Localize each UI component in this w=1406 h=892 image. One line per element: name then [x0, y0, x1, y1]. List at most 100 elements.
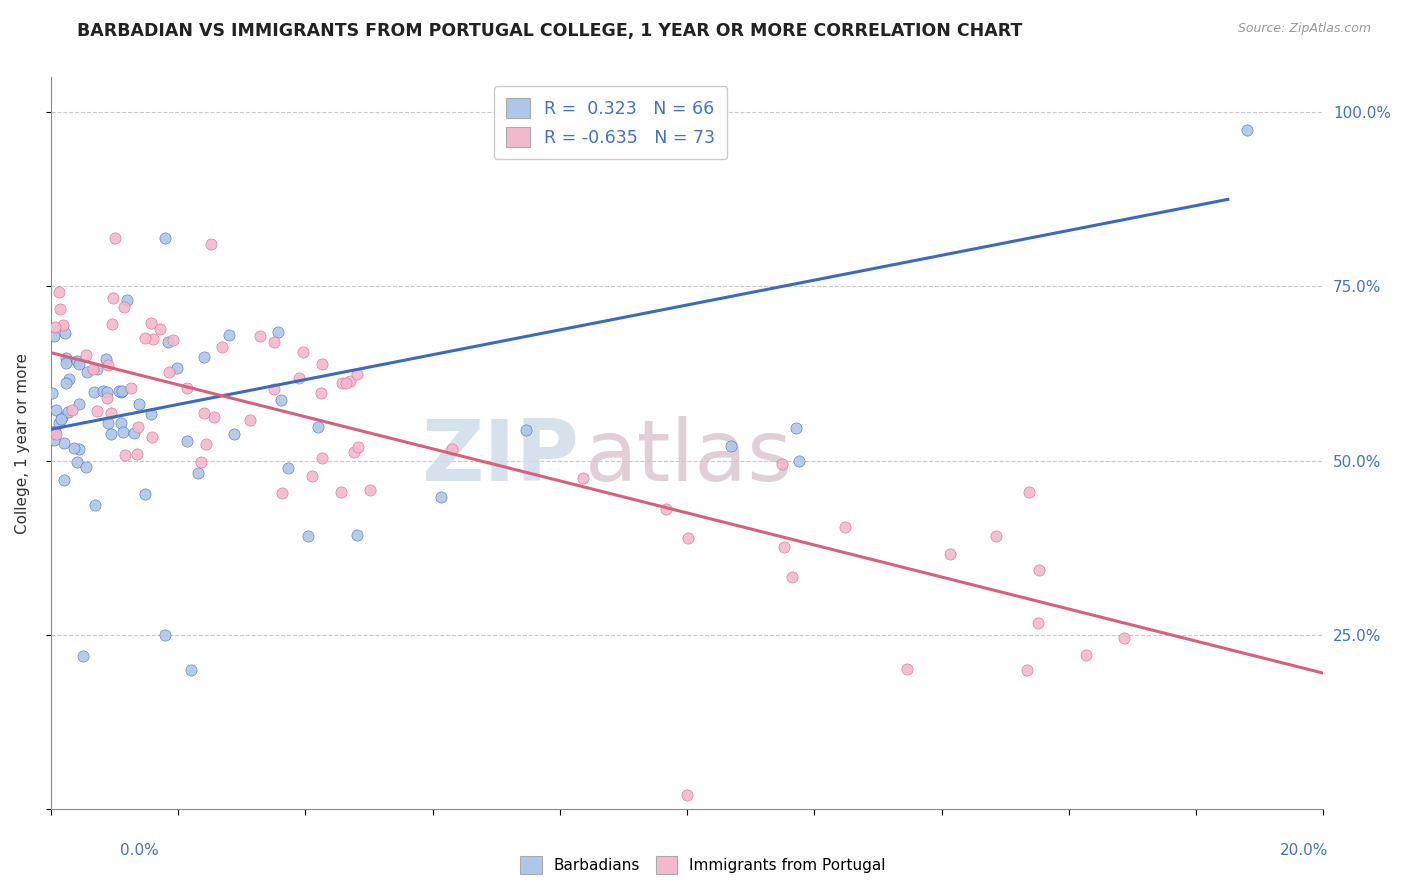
- Point: [110, 384, 132, 399]
- Point: [52, 318, 75, 332]
- Point: [97, 417, 120, 431]
- Point: [48, 416, 70, 430]
- Point: [309, 386, 332, 401]
- Point: [72, 648, 94, 663]
- Point: [218, 328, 240, 343]
- Point: [44, 433, 66, 447]
- Point: [654, 501, 676, 516]
- Point: [311, 451, 333, 466]
- Point: [142, 332, 165, 346]
- Point: [330, 376, 353, 390]
- Point: [91, 384, 114, 398]
- Point: [97, 359, 120, 373]
- Point: [301, 468, 323, 483]
- Point: [346, 367, 368, 381]
- Point: [202, 410, 225, 425]
- Point: [100, 406, 122, 420]
- Point: [787, 454, 810, 468]
- Point: [60, 402, 83, 417]
- Point: [193, 350, 215, 364]
- Text: 0.0%: 0.0%: [120, 843, 159, 858]
- Point: [141, 407, 163, 421]
- Point: [111, 384, 134, 398]
- Point: [56, 405, 79, 419]
- Point: [347, 440, 370, 454]
- Point: [55, 356, 77, 370]
- Point: [94, 352, 117, 367]
- Point: [359, 483, 381, 497]
- Point: [346, 528, 368, 542]
- Point: [288, 370, 311, 384]
- Point: [112, 425, 135, 439]
- Point: [53, 326, 76, 341]
- Point: [571, 470, 593, 484]
- Point: [155, 628, 177, 642]
- Point: [67, 397, 90, 411]
- Point: [307, 420, 329, 434]
- Text: atlas: atlas: [585, 417, 793, 500]
- Legend: Barbadians, Immigrants from Portugal: Barbadians, Immigrants from Portugal: [515, 850, 891, 880]
- Point: [166, 361, 188, 376]
- Point: [1028, 563, 1050, 577]
- Point: [110, 416, 132, 430]
- Point: [67, 442, 90, 457]
- Point: [41, 385, 63, 400]
- Point: [176, 381, 198, 395]
- Point: [239, 412, 262, 426]
- Point: [770, 457, 793, 471]
- Point: [193, 406, 215, 420]
- Point: [335, 376, 357, 391]
- Point: [42, 329, 65, 343]
- Point: [149, 322, 172, 336]
- Point: [101, 318, 124, 332]
- Point: [44, 424, 66, 438]
- Point: [780, 570, 803, 584]
- Point: [55, 351, 77, 365]
- Point: [938, 547, 960, 561]
- Point: [896, 663, 918, 677]
- Point: [222, 426, 245, 441]
- Point: [49, 412, 72, 426]
- Text: Source: ZipAtlas.com: Source: ZipAtlas.com: [1237, 22, 1371, 36]
- Point: [127, 420, 149, 434]
- Point: [1028, 615, 1050, 630]
- Point: [52, 436, 75, 450]
- Point: [1114, 631, 1136, 645]
- Point: [772, 541, 794, 555]
- Legend: R =  0.323   N = 66, R = -0.635   N = 73: R = 0.323 N = 66, R = -0.635 N = 73: [494, 87, 727, 159]
- Point: [176, 434, 198, 449]
- Point: [187, 466, 209, 480]
- Point: [66, 353, 89, 368]
- Point: [44, 320, 66, 334]
- Point: [180, 663, 202, 677]
- Text: 20.0%: 20.0%: [1281, 843, 1329, 858]
- Point: [115, 293, 138, 308]
- Point: [67, 357, 90, 371]
- Point: [55, 376, 77, 391]
- Point: [101, 291, 124, 305]
- Point: [678, 532, 700, 546]
- Point: [120, 381, 142, 395]
- Point: [141, 430, 163, 444]
- Point: [96, 385, 118, 400]
- Point: [270, 392, 292, 407]
- Point: [157, 365, 180, 379]
- Point: [195, 436, 218, 450]
- Point: [108, 384, 131, 398]
- Point: [1018, 485, 1040, 500]
- Point: [52, 474, 75, 488]
- Point: [190, 455, 212, 469]
- Point: [277, 461, 299, 475]
- Point: [134, 331, 156, 345]
- Point: [84, 499, 107, 513]
- Point: [339, 374, 361, 388]
- Point: [329, 485, 352, 500]
- Point: [429, 490, 451, 504]
- Point: [720, 439, 742, 453]
- Point: [263, 334, 285, 349]
- Point: [128, 397, 150, 411]
- Point: [441, 442, 464, 457]
- Point: [114, 448, 136, 462]
- Point: [676, 788, 699, 802]
- Point: [45, 403, 67, 417]
